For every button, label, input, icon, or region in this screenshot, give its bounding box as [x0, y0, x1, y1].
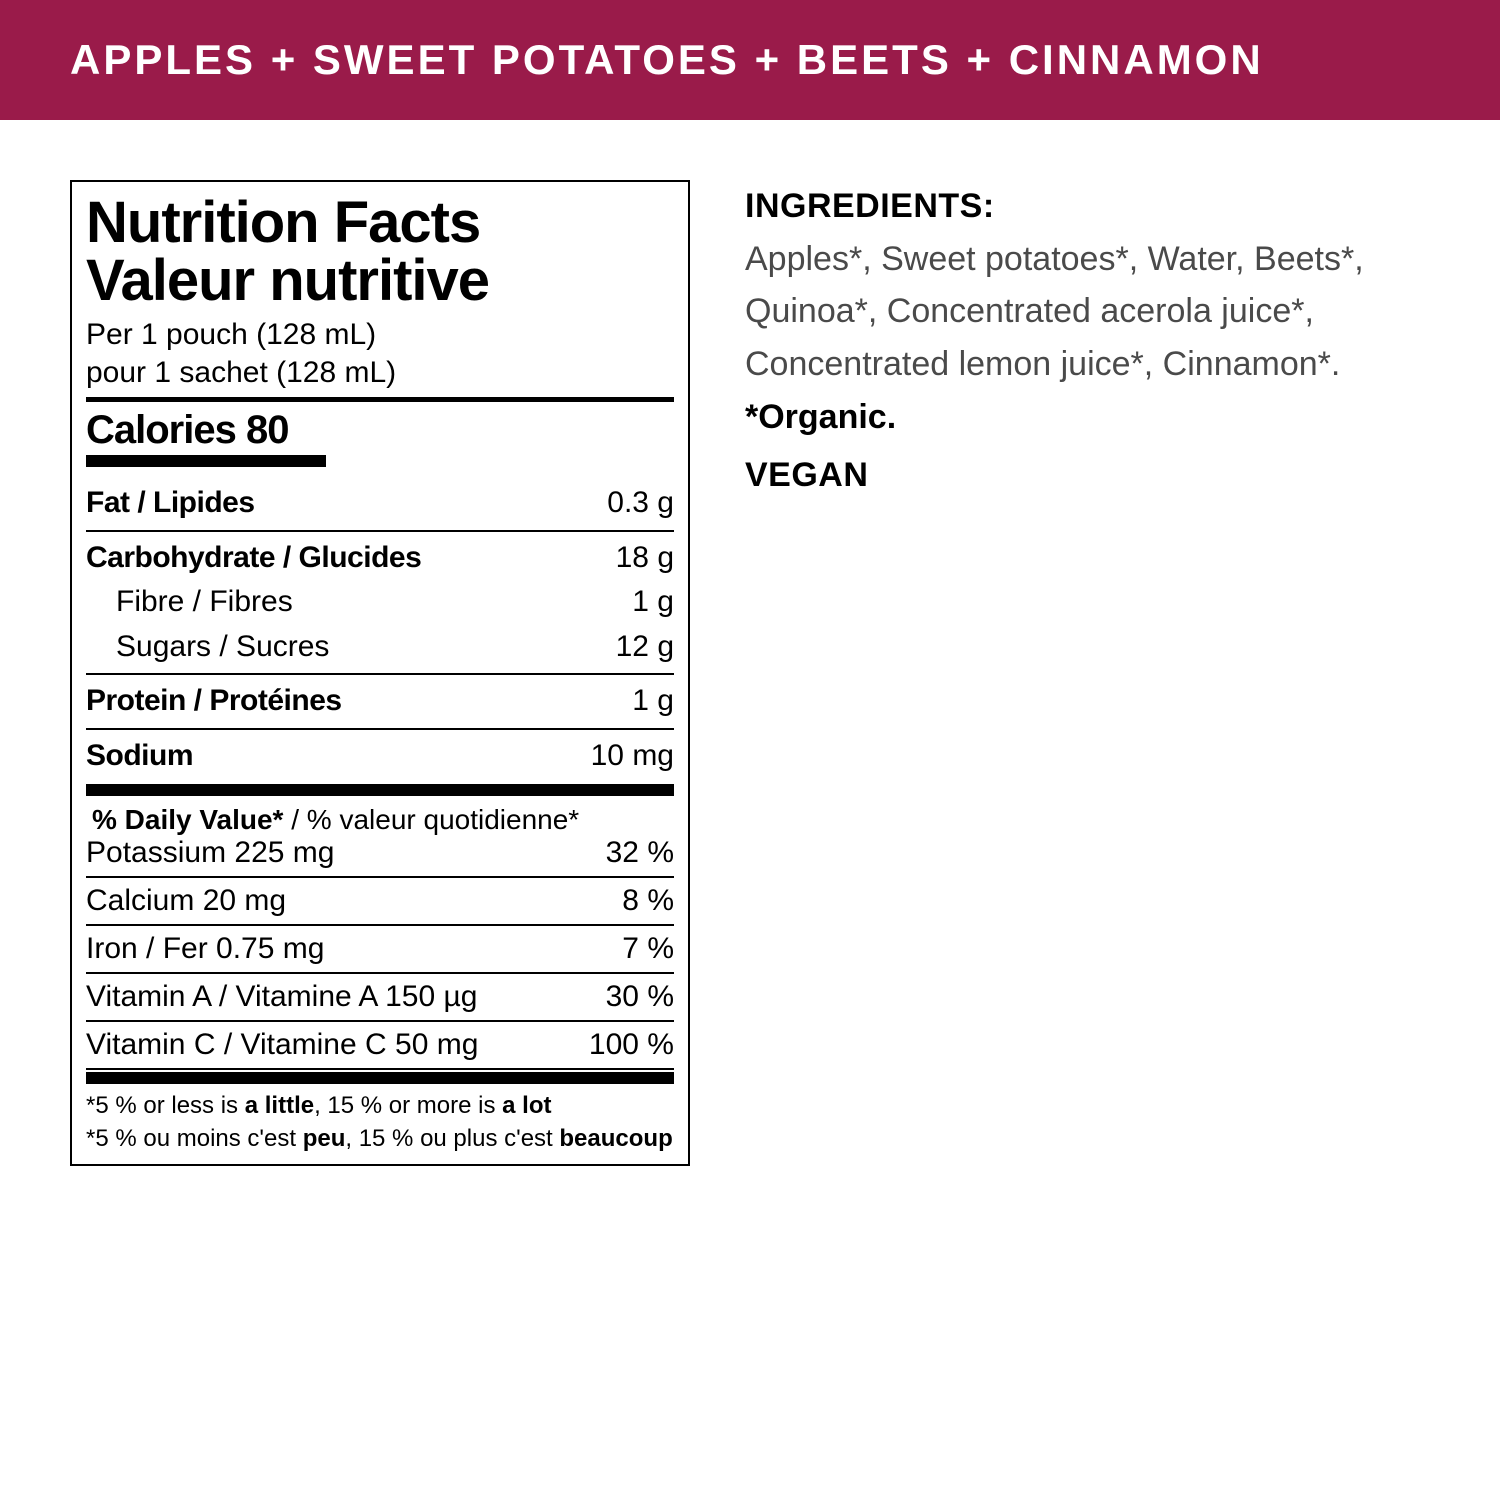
nutrient-row-sodium: Sodium 10 mg: [86, 734, 674, 779]
dv-row-vitamin-a: Vitamin A / Vitamine A 150 µg 30 %: [86, 974, 674, 1022]
nutrient-value: 18 g: [616, 538, 674, 579]
nutrient-value: 1 g: [632, 582, 674, 623]
ingredients-body: Apples*, Sweet potatoes*, Water, Beets*,…: [745, 233, 1430, 444]
thick-divider: [86, 1072, 674, 1084]
daily-value-header: % Daily Value* / % valeur quotidienne*: [86, 802, 674, 836]
nutrient-row-fat: Fat / Lipides 0.3 g: [86, 481, 674, 526]
dv-row-potassium: Potassium 225 mg 32 %: [86, 836, 674, 878]
flavor-banner: APPLES + SWEET POTATOES + BEETS + CINNAM…: [0, 0, 1500, 120]
vegan-label: VEGAN: [745, 449, 1430, 502]
fn-mid: , 15 % ou plus c'est: [345, 1125, 559, 1152]
calories-row: Calories 80: [86, 408, 674, 453]
fn-bold: beaucoup: [559, 1125, 672, 1152]
dv-label: Potassium 225 mg: [86, 836, 334, 870]
dv-row-vitamin-c: Vitamin C / Vitamine C 50 mg 100 %: [86, 1022, 674, 1070]
dv-label: Vitamin A / Vitamine A 150 µg: [86, 980, 477, 1014]
dv-row-iron: Iron / Fer 0.75 mg 7 %: [86, 926, 674, 974]
nutrient-row-protein: Protein / Protéines 1 g: [86, 679, 674, 724]
nutrient-row-carb: Carbohydrate / Glucides 18 g: [86, 536, 674, 581]
dv-label: Iron / Fer 0.75 mg: [86, 932, 324, 966]
footnote-en: *5 % or less is a little, 15 % or more i…: [86, 1090, 674, 1121]
fn-mid: , 15 % or more is: [314, 1092, 502, 1119]
ingredients-header: INGREDIENTS:: [745, 187, 995, 225]
dv-label: Calcium 20 mg: [86, 884, 286, 918]
dv-header-sep: /: [283, 804, 306, 835]
nutrient-label: Sodium: [86, 736, 193, 777]
divider: [86, 673, 674, 675]
nutrient-value: 10 mg: [591, 736, 674, 777]
divider: [86, 397, 674, 402]
dv-row-calcium: Calcium 20 mg 8 %: [86, 878, 674, 926]
dv-label: Vitamin C / Vitamine C 50 mg: [86, 1028, 478, 1062]
fn-pre: 5 % or less is: [95, 1092, 244, 1119]
dv-value: 7 %: [622, 932, 674, 966]
nutrition-title-fr: Valeur nutritive: [86, 252, 674, 310]
fn-bold: a lot: [502, 1092, 551, 1119]
nutrient-label: Fat / Lipides: [86, 483, 255, 524]
calories-underline: [86, 455, 326, 467]
ingredients-text: Apples*, Sweet potatoes*, Water, Beets*,…: [745, 240, 1364, 383]
nutrient-label: Carbohydrate / Glucides: [86, 538, 421, 579]
organic-note: *Organic.: [745, 398, 896, 436]
nutrient-label: Fibre / Fibres: [86, 582, 293, 623]
dv-value: 30 %: [606, 980, 674, 1014]
fn-bold: a little: [245, 1092, 314, 1119]
divider: [86, 728, 674, 730]
serving-size-en: Per 1 pouch (128 mL): [86, 316, 674, 354]
fn-pre: 5 % ou moins c'est: [95, 1125, 302, 1152]
nutrient-label: Sugars / Sucres: [86, 627, 329, 668]
nutrition-title-en: Nutrition Facts: [86, 194, 674, 252]
footnote-fr: *5 % ou moins c'est peu, 15 % ou plus c'…: [86, 1123, 674, 1154]
nutrient-value: 12 g: [616, 627, 674, 668]
divider: [86, 530, 674, 532]
serving-size-fr: pour 1 sachet (128 mL): [86, 354, 674, 392]
dv-header-plain: % valeur quotidienne*: [307, 804, 579, 835]
nutrient-label: Protein / Protéines: [86, 681, 342, 722]
nutrient-row-fibre: Fibre / Fibres 1 g: [86, 580, 674, 625]
dv-header-bold: % Daily Value*: [92, 804, 283, 835]
dv-value: 100 %: [589, 1028, 674, 1062]
nutrient-row-sugars: Sugars / Sucres 12 g: [86, 625, 674, 670]
thick-divider: [86, 784, 674, 796]
fn-bold: peu: [303, 1125, 346, 1152]
nutrient-value: 1 g: [632, 681, 674, 722]
content-area: Nutrition Facts Valeur nutritive Per 1 p…: [0, 120, 1500, 1166]
ingredients-block: INGREDIENTS: Apples*, Sweet potatoes*, W…: [745, 180, 1430, 1166]
dv-value: 8 %: [622, 884, 674, 918]
nutrient-value: 0.3 g: [607, 483, 674, 524]
dv-value: 32 %: [606, 836, 674, 870]
nutrition-facts-panel: Nutrition Facts Valeur nutritive Per 1 p…: [70, 180, 690, 1166]
banner-text: APPLES + SWEET POTATOES + BEETS + CINNAM…: [70, 36, 1264, 83]
